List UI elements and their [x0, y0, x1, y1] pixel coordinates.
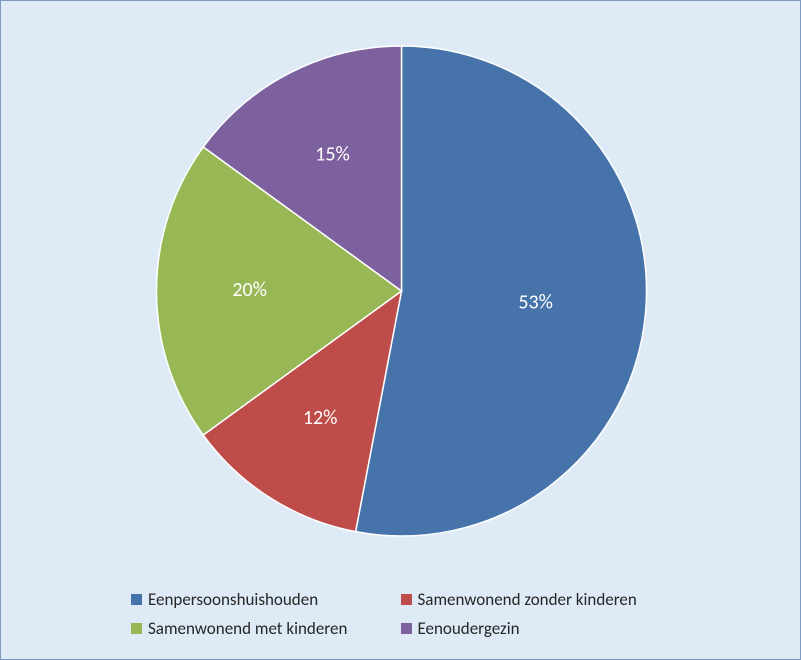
legend-swatch-2 — [131, 623, 142, 634]
legend: Eenpersoonshuishouden Samenwonend zonder … — [1, 589, 800, 639]
legend-item-2: Samenwonend met kinderen — [131, 618, 401, 639]
legend-swatch-3 — [401, 623, 412, 634]
pie-slice-label-3: 15% — [315, 142, 350, 166]
pie-slices-group — [157, 46, 647, 536]
legend-item-1: Samenwonend zonder kinderen — [401, 589, 671, 610]
legend-label-0: Eenpersoonshuishouden — [148, 589, 318, 610]
legend-item-3: Eenoudergezin — [401, 618, 671, 639]
pie-plot-area: 53% 12% 20% 15% — [1, 21, 801, 561]
pie-slice-label-2: 20% — [232, 278, 267, 302]
legend-swatch-0 — [131, 594, 142, 605]
pie-slice-label-1: 12% — [303, 406, 338, 430]
legend-swatch-1 — [401, 594, 412, 605]
legend-item-0: Eenpersoonshuishouden — [131, 589, 401, 610]
pie-svg: 53% 12% 20% 15% — [1, 21, 801, 561]
legend-label-3: Eenoudergezin — [418, 618, 520, 639]
pie-chart-container: 53% 12% 20% 15% Eenpersoonshuishouden Samenw… — [0, 0, 801, 660]
legend-label-1: Samenwonend zonder kinderen — [418, 589, 637, 610]
legend-label-2: Samenwonend met kinderen — [148, 618, 347, 639]
pie-slice-label-0: 53% — [518, 290, 553, 314]
